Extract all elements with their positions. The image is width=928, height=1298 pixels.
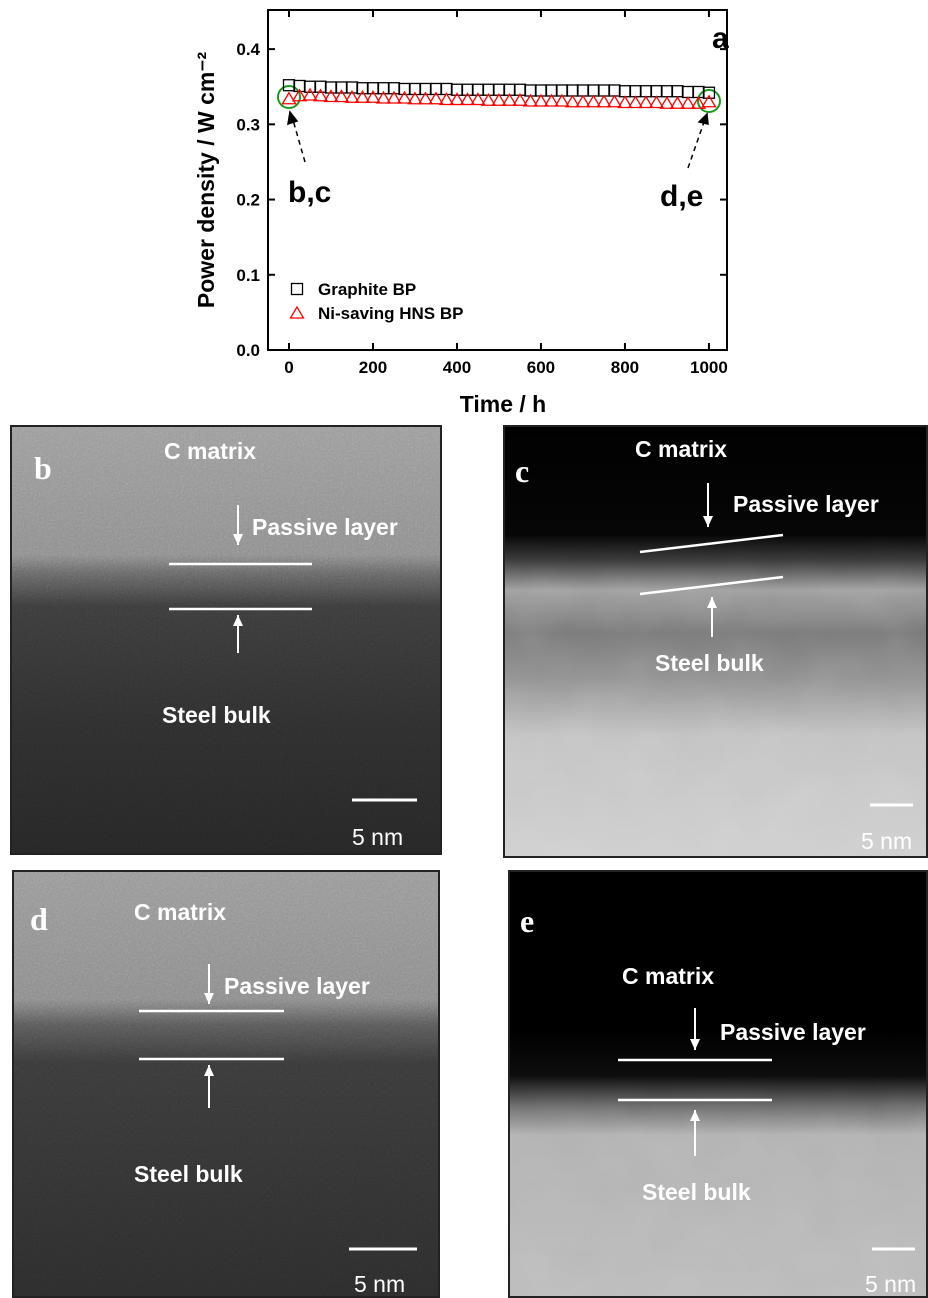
page: Time / h Power density / W cm⁻² a b,c d,… bbox=[0, 0, 928, 1298]
tem-panel: b C matrix Passive layer Steel bulk 5 nm bbox=[10, 425, 442, 855]
annotation: d,e bbox=[660, 180, 703, 213]
marker bbox=[630, 86, 641, 97]
marker bbox=[588, 85, 599, 96]
region-label: Steel bulk bbox=[642, 1179, 751, 1205]
scale-label: 5 nm bbox=[865, 1271, 916, 1297]
panel-overlay: d C matrix Passive layer Steel bulk 5 nm bbox=[14, 872, 440, 1298]
region-label: Passive layer bbox=[252, 514, 398, 540]
legend-marker bbox=[292, 284, 303, 295]
texture bbox=[12, 427, 442, 855]
marker bbox=[651, 86, 662, 97]
texture bbox=[510, 872, 928, 1298]
tem-panel: d C matrix Passive layer Steel bulk 5 nm bbox=[12, 870, 440, 1298]
y-tick-label: 0.1 bbox=[236, 266, 260, 285]
marker bbox=[577, 85, 588, 96]
x-tick-label: 1000 bbox=[690, 358, 728, 377]
chart: Time / h Power density / W cm⁻² a b,c d,… bbox=[0, 0, 928, 420]
legend-label: Graphite BP bbox=[318, 280, 416, 299]
marker bbox=[567, 85, 578, 96]
plot-frame bbox=[268, 10, 727, 350]
x-tick-label: 400 bbox=[443, 358, 471, 377]
y-tick-label: 0.2 bbox=[236, 191, 260, 210]
marker bbox=[282, 93, 295, 104]
region-label: C matrix bbox=[164, 438, 256, 464]
marker bbox=[672, 86, 683, 97]
x-tick-label: 0 bbox=[284, 358, 293, 377]
y-tick-label: 0.4 bbox=[236, 40, 260, 59]
x-tick-label: 600 bbox=[527, 358, 555, 377]
marker bbox=[598, 85, 609, 96]
annotation: b,c bbox=[288, 176, 331, 209]
legend-label: Ni-saving HNS BP bbox=[318, 304, 463, 323]
marker bbox=[304, 81, 315, 92]
callouts bbox=[278, 86, 720, 168]
region-label: Passive layer bbox=[733, 491, 879, 517]
region-label: C matrix bbox=[635, 436, 727, 462]
marker bbox=[661, 86, 672, 97]
region-label: Steel bulk bbox=[134, 1161, 243, 1187]
x-tick-label: 200 bbox=[359, 358, 387, 377]
scale-label: 5 nm bbox=[354, 1271, 405, 1297]
stem-panel: c C matrix Passive layer Steel bulk 5 nm bbox=[503, 425, 928, 858]
scale-label: 5 nm bbox=[861, 828, 912, 854]
y-tick-label: 0.0 bbox=[236, 341, 260, 360]
panel-letter: d bbox=[30, 901, 48, 937]
y-axis-label: Power density / W cm⁻² bbox=[193, 52, 219, 309]
region-label: Steel bulk bbox=[655, 650, 764, 676]
scale-label: 5 nm bbox=[352, 824, 403, 850]
panel-letter: c bbox=[515, 453, 529, 489]
stem-panel: e C matrix Passive layer Steel bulk 5 nm bbox=[508, 870, 928, 1298]
panel-overlay: e C matrix Passive layer Steel bulk 5 nm bbox=[510, 872, 928, 1298]
y-tick-label: 0.3 bbox=[236, 115, 260, 134]
region-label: Passive layer bbox=[224, 973, 370, 999]
region-label: C matrix bbox=[134, 899, 226, 925]
region-label: Steel bulk bbox=[162, 702, 271, 728]
marker bbox=[609, 85, 620, 96]
panel-letter: b bbox=[34, 450, 52, 486]
panel-overlay: c C matrix Passive layer Steel bulk 5 nm bbox=[505, 427, 928, 858]
panel-overlay: b C matrix Passive layer Steel bulk 5 nm bbox=[12, 427, 442, 855]
region-label: Passive layer bbox=[720, 1019, 866, 1045]
region-label: C matrix bbox=[622, 963, 714, 989]
x-axis-label: Time / h bbox=[460, 391, 547, 417]
texture bbox=[14, 872, 440, 1298]
marker bbox=[619, 86, 630, 97]
legend-marker bbox=[291, 307, 304, 318]
marker bbox=[640, 86, 651, 97]
panel-letter: e bbox=[520, 903, 534, 939]
marker bbox=[682, 86, 693, 97]
x-tick-label: 800 bbox=[611, 358, 639, 377]
